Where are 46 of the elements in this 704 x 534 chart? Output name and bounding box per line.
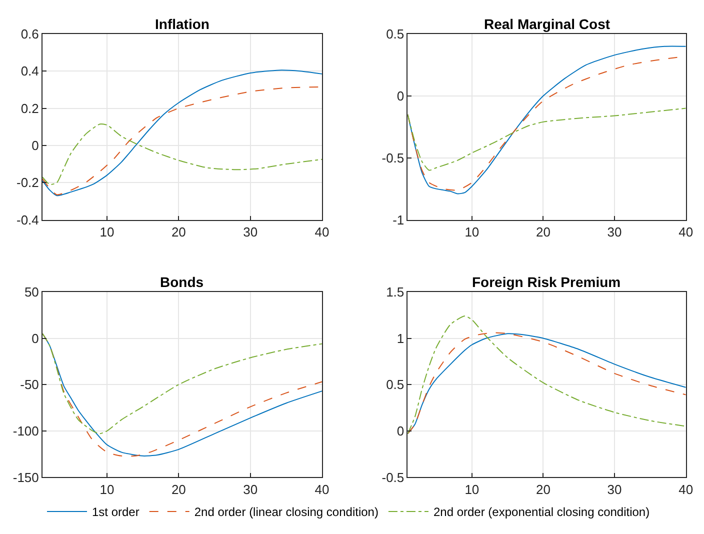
x-tick-label: 40 bbox=[314, 482, 330, 497]
x-tick-label: 20 bbox=[536, 482, 550, 497]
legend-label: 1st order bbox=[92, 505, 140, 520]
y-tick-label: -0.4 bbox=[16, 212, 39, 228]
chart-title: Inflation bbox=[155, 16, 210, 32]
x-tick-label: 10 bbox=[464, 482, 480, 497]
y-tick-label: 50 bbox=[24, 284, 39, 300]
y-tick-label: -0.2 bbox=[16, 175, 39, 190]
y-tick-label: 0 bbox=[396, 88, 404, 104]
y-tick-label: 0 bbox=[32, 330, 39, 346]
x-tick-label: 20 bbox=[171, 482, 186, 497]
x-tick-label: 10 bbox=[100, 224, 114, 240]
y-tick-label: 0.6 bbox=[20, 26, 39, 42]
line-series bbox=[42, 333, 322, 434]
y-tick-label: 0 bbox=[32, 138, 39, 154]
y-tick-label: 1 bbox=[396, 330, 404, 346]
x-tick-label: 30 bbox=[607, 482, 622, 497]
legend-label: 2nd order (exponential closing condition) bbox=[433, 505, 650, 520]
line-series bbox=[42, 124, 322, 185]
y-tick-label: -0.5 bbox=[382, 150, 404, 166]
y-tick-label: 0.5 bbox=[386, 26, 404, 42]
y-tick-label: 0.2 bbox=[20, 100, 39, 116]
chart-title: Real Marginal Cost bbox=[484, 16, 610, 32]
line-series bbox=[408, 108, 686, 171]
x-tick-label: 20 bbox=[171, 224, 186, 240]
x-tick-label: 10 bbox=[464, 224, 480, 240]
legend-label: 2nd order (linear closing condition) bbox=[194, 505, 378, 520]
y-tick-label: 1.5 bbox=[386, 284, 404, 300]
y-tick-label: -1 bbox=[392, 212, 404, 228]
x-tick-label: 20 bbox=[536, 224, 550, 240]
x-tick-label: 30 bbox=[243, 224, 258, 240]
x-tick-label: 40 bbox=[678, 224, 694, 240]
chart-title: Foreign Risk Premium bbox=[472, 274, 621, 290]
y-tick-label: -150 bbox=[12, 470, 39, 485]
x-tick-label: 40 bbox=[314, 224, 330, 240]
x-tick-label: 30 bbox=[243, 482, 258, 497]
y-tick-label: -0.5 bbox=[382, 470, 404, 485]
x-tick-label: 40 bbox=[678, 482, 694, 497]
x-tick-label: 10 bbox=[100, 482, 114, 497]
chart-title: Bonds bbox=[160, 274, 204, 290]
y-tick-label: 0 bbox=[396, 423, 404, 438]
y-tick-label: 0.4 bbox=[20, 64, 39, 79]
y-tick-label: 0.5 bbox=[386, 377, 404, 392]
x-tick-label: 30 bbox=[607, 224, 622, 240]
y-tick-label: -100 bbox=[12, 423, 39, 438]
y-tick-label: -50 bbox=[20, 377, 39, 392]
